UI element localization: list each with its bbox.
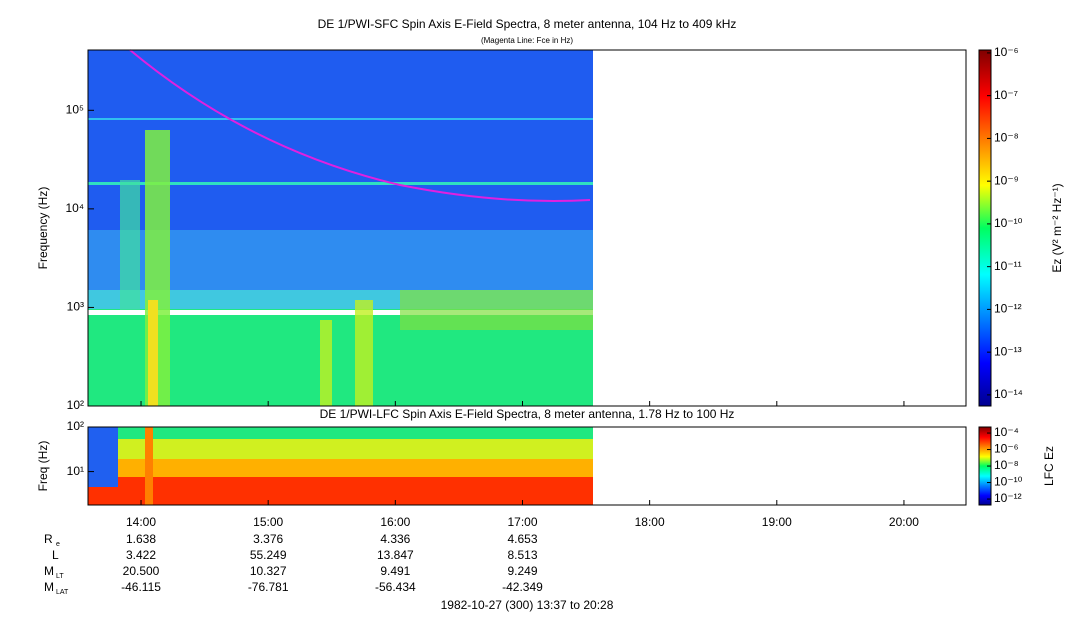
- ephemeris-value: 9.249: [507, 564, 537, 578]
- colorbar-tick-label: 10⁻⁹: [994, 173, 1019, 187]
- x-tick-label: 14:00: [126, 515, 156, 529]
- chart-title: DE 1/PWI-LFC Spin Axis E-Field Spectra, …: [320, 407, 735, 421]
- ephemeris-value: 1.638: [126, 532, 156, 546]
- ephemeris-value: 3.422: [126, 548, 156, 562]
- y-axis-label: Frequency (Hz): [36, 187, 50, 270]
- colorbar-tick-label: 10⁻¹⁰: [994, 475, 1023, 489]
- ephemeris-value: 13.847: [377, 548, 414, 562]
- y-tick-label: 10⁵: [66, 102, 84, 116]
- colorbar-tick-label: 10⁻⁸: [994, 458, 1019, 472]
- ephemeris-value: 4.336: [380, 532, 410, 546]
- ephemeris-value: 8.513: [507, 548, 537, 562]
- colorbar-label: Ez (V² m⁻² Hz⁻¹): [1050, 183, 1064, 272]
- ephemeris-value: -46.115: [121, 580, 161, 594]
- ephemeris-label: R: [44, 532, 53, 546]
- plot-frame: [87, 426, 967, 506]
- x-tick-label: 16:00: [380, 515, 410, 529]
- colorbar-tick-label: 10⁻⁴: [994, 425, 1019, 439]
- colorbar-tick-label: 10⁻⁶: [994, 45, 1019, 59]
- ephemeris-subscript: e: [56, 541, 60, 548]
- ephemeris-value: 3.376: [253, 532, 283, 546]
- ephemeris-label: L: [52, 548, 59, 562]
- ephemeris-value: 10.327: [250, 564, 287, 578]
- colorbar-tick-label: 10⁻¹⁴: [994, 387, 1023, 401]
- y-tick-label: 10⁴: [65, 201, 84, 215]
- chart-title: DE 1/PWI-SFC Spin Axis E-Field Spectra, …: [318, 17, 737, 31]
- x-tick-label: 15:00: [253, 515, 283, 529]
- y-tick-label: 10¹: [67, 464, 84, 478]
- ephemeris-subscript: LT: [56, 573, 64, 580]
- ephemeris-value: 9.491: [380, 564, 410, 578]
- footer: 1982-10-27 (300) 13:37 to 20:28: [441, 598, 614, 612]
- ephemeris-value: -76.781: [248, 580, 289, 594]
- chart-subtitle: (Magenta Line: Fce in Hz): [481, 36, 573, 45]
- colorbar: [979, 427, 991, 505]
- colorbar-frame: [978, 49, 992, 407]
- x-tick-label: 17:00: [507, 515, 537, 529]
- colorbar-tick-label: 10⁻⁸: [994, 131, 1019, 145]
- ephemeris-subscript: LAT: [56, 589, 69, 596]
- x-tick-label: 20:00: [889, 515, 919, 529]
- ephemeris-value: -56.434: [375, 580, 416, 594]
- plot-frame: [87, 49, 967, 407]
- colorbar-tick-label: 10⁻⁷: [994, 88, 1018, 102]
- y-tick-label: 10³: [67, 300, 84, 314]
- y-tick-label: 10²: [67, 419, 84, 433]
- x-tick-label: 19:00: [762, 515, 792, 529]
- colorbar-tick-label: 10⁻¹²: [994, 491, 1022, 505]
- ephemeris-label: M: [44, 564, 54, 578]
- colorbar-tick-label: 10⁻¹²: [994, 302, 1022, 316]
- colorbar-tick-label: 10⁻¹³: [994, 344, 1022, 358]
- ephemeris-value: 55.249: [250, 548, 287, 562]
- ephemeris-value: -42.349: [502, 580, 543, 594]
- y-tick-label: 10²: [67, 398, 84, 412]
- ephemeris-label: M: [44, 580, 54, 594]
- spectrogram-image: [88, 49, 593, 505]
- colorbar-tick-label: 10⁻¹¹: [994, 259, 1022, 273]
- colorbar-tick-label: 10⁻⁶: [994, 442, 1019, 456]
- ephemeris-value: 4.653: [507, 532, 537, 546]
- colorbar: [979, 50, 991, 406]
- ephemeris-value: 20.500: [123, 564, 160, 578]
- colorbar-label: LFC Ez: [1042, 446, 1056, 486]
- colorbar-tick-label: 10⁻¹⁰: [994, 216, 1023, 230]
- y-axis-label: Freq (Hz): [36, 441, 50, 492]
- x-tick-label: 18:00: [635, 515, 665, 529]
